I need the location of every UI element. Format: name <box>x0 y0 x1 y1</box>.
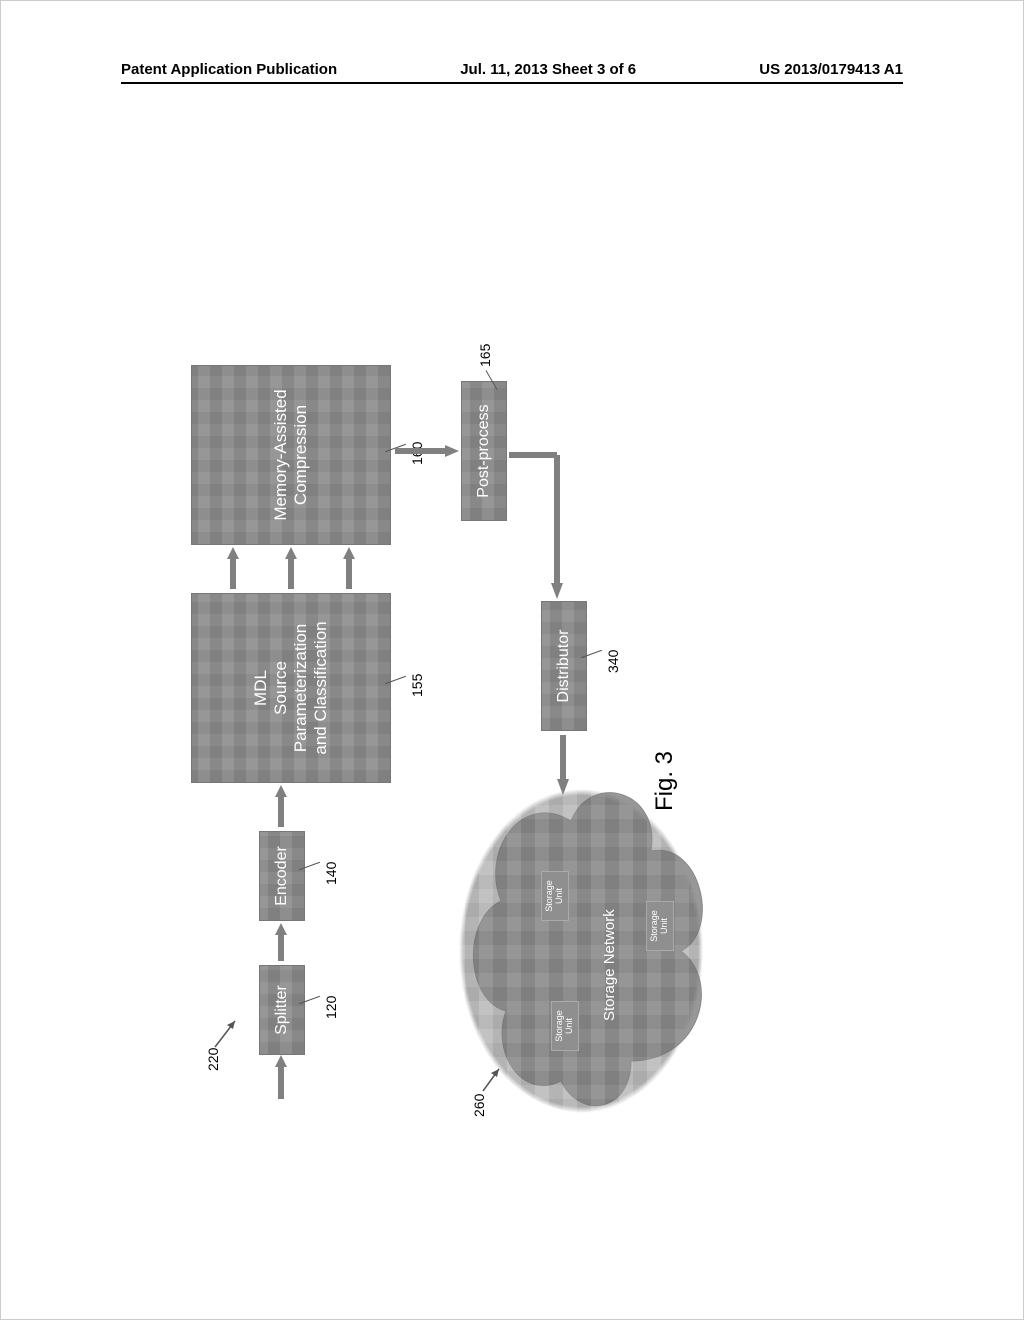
mac-box: Memory-AssistedCompression <box>191 365 391 545</box>
splitter-box: Splitter <box>259 965 305 1055</box>
page: Patent Application Publication Jul. 11, … <box>0 0 1024 1320</box>
postproc-box: Post-process <box>461 381 507 521</box>
mac-label: Memory-AssistedCompression <box>271 389 311 520</box>
ref-system-arrow <box>211 1011 241 1051</box>
arrow-input <box>271 1055 291 1101</box>
storage-unit-2-label: StorageUnit <box>544 880 564 912</box>
cloud-ref-arrow <box>481 1063 505 1093</box>
mdl-box: MDLSourceParameterizationand Classificat… <box>191 593 391 783</box>
arrow-mdl-mac-1 <box>223 547 243 591</box>
encoder-ref: 140 <box>323 862 339 885</box>
postproc-label: Post-process <box>475 404 493 497</box>
arrow-pp-dist-clean <box>509 441 569 671</box>
arrow-split-enc <box>271 923 291 963</box>
storage-unit-3-label: StorageUnit <box>649 910 669 942</box>
storage-unit-1-label: StorageUnit <box>554 1010 574 1042</box>
encoder-box: Encoder <box>259 831 305 921</box>
diagram: 220 Splitter 120 Encoder 140 <box>211 211 811 1111</box>
arrow-mac-post <box>393 441 459 461</box>
storage-unit-2: StorageUnit <box>541 871 569 921</box>
dist-ref: 340 <box>605 650 621 673</box>
postproc-ref: 165 <box>477 344 493 367</box>
encoder-label: Encoder <box>273 846 291 906</box>
storage-unit-3: StorageUnit <box>646 901 674 951</box>
header-center: Jul. 11, 2013 Sheet 3 of 6 <box>460 61 636 78</box>
figure-caption: Fig. 3 <box>651 751 679 811</box>
header-right: US 2013/0179413 A1 <box>759 61 903 78</box>
arrow-mdl-mac-2 <box>281 547 301 591</box>
arrow-mdl-mac-3 <box>339 547 359 591</box>
cloud-label: Storage Network <box>601 909 618 1021</box>
storage-unit-1: StorageUnit <box>551 1001 579 1051</box>
ref-system: 220 <box>205 1048 221 1071</box>
splitter-ref: 120 <box>323 996 339 1019</box>
header-left: Patent Application Publication <box>121 61 337 78</box>
mdl-label: MDLSourceParameterizationand Classificat… <box>251 621 331 754</box>
cloud-ref: 260 <box>471 1094 487 1117</box>
splitter-label: Splitter <box>273 985 291 1035</box>
arrow-enc-mdl <box>271 785 291 829</box>
page-header: Patent Application Publication Jul. 11, … <box>121 61 903 84</box>
mdl-ref: 155 <box>409 674 425 697</box>
